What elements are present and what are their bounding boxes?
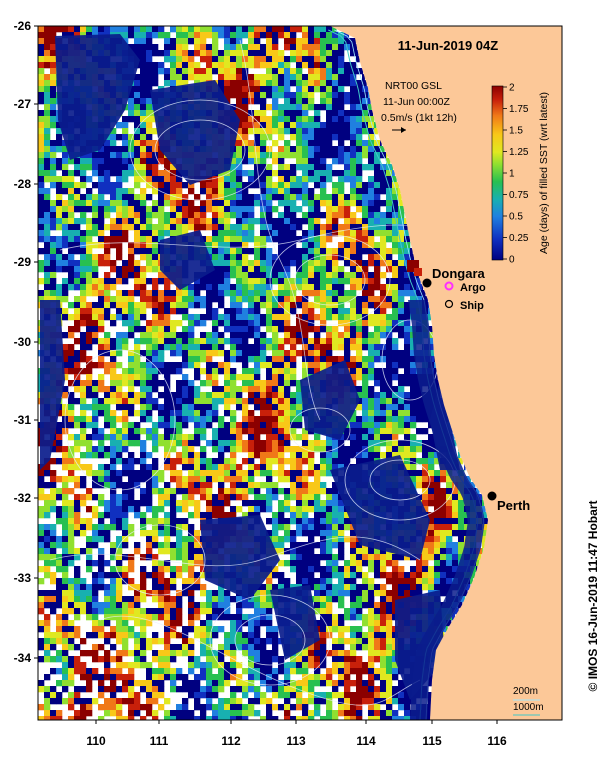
lat-tick-label: -28 bbox=[14, 177, 32, 191]
depth-label-200m: 200m bbox=[513, 686, 538, 697]
argo-label: Argo bbox=[460, 282, 486, 294]
lon-tick-label: 115 bbox=[422, 734, 442, 748]
credit-text: © IMOS 16-Jun-2019 11:47 Hobart bbox=[586, 501, 600, 692]
colorbar-tick-label: 0.5 bbox=[509, 212, 523, 223]
lon-tick-label: 112 bbox=[221, 734, 241, 748]
latitude-axis: -26 -27 -28 -29 -30 -31 -32 -33 -34 bbox=[14, 19, 38, 665]
lat-tick-label: -27 bbox=[14, 97, 32, 111]
lon-tick-label: 113 bbox=[286, 734, 306, 748]
colorbar-tick-label: 0.25 bbox=[509, 233, 529, 244]
perth-label: Perth bbox=[497, 498, 530, 513]
colorbar-tick-label: 1.5 bbox=[509, 126, 523, 137]
lat-tick-label: -29 bbox=[14, 255, 32, 269]
colorbar-tick-label: 2 bbox=[509, 83, 515, 94]
plot-area bbox=[38, 26, 562, 722]
colorbar-tick-label: 1.75 bbox=[509, 104, 529, 115]
longitude-axis: 110 111 112 113 114 115 116 bbox=[86, 720, 507, 748]
ship-label: Ship bbox=[460, 300, 484, 312]
colorbar-tick-label: 1 bbox=[509, 169, 515, 180]
info-line-1: NRT00 GSL bbox=[385, 80, 442, 92]
lon-tick-label: 114 bbox=[356, 734, 376, 748]
colorbar-tick-label: 1.25 bbox=[509, 147, 529, 158]
info-line-3: 0.5m/s (1kt 12h) bbox=[381, 112, 457, 124]
lat-tick-label: -32 bbox=[14, 491, 32, 505]
lon-tick-label: 110 bbox=[86, 734, 106, 748]
colorbar-tick-label: 0 bbox=[509, 255, 515, 266]
colorbar-tick-label: 0.75 bbox=[509, 190, 529, 201]
colorbar-ramp bbox=[492, 86, 503, 260]
lat-tick-label: -31 bbox=[14, 413, 32, 427]
dongara-label: Dongara bbox=[432, 266, 486, 281]
depth-label-1000m: 1000m bbox=[513, 702, 544, 713]
info-line-2: 11-Jun 00:00Z bbox=[383, 96, 451, 108]
dongara-marker-icon bbox=[423, 279, 432, 288]
colorbar-title: Age (days) of filled SST (wrt latest) bbox=[538, 92, 550, 254]
lat-tick-label: -33 bbox=[14, 571, 32, 585]
perth-marker-icon bbox=[488, 492, 497, 501]
map-title: 11-Jun-2019 04Z bbox=[398, 38, 499, 53]
lon-tick-label: 116 bbox=[487, 734, 507, 748]
lat-tick-label: -34 bbox=[14, 651, 32, 665]
lat-tick-label: -30 bbox=[14, 335, 32, 349]
lon-tick-label: 111 bbox=[150, 734, 169, 748]
lat-tick-label: -26 bbox=[14, 19, 32, 33]
